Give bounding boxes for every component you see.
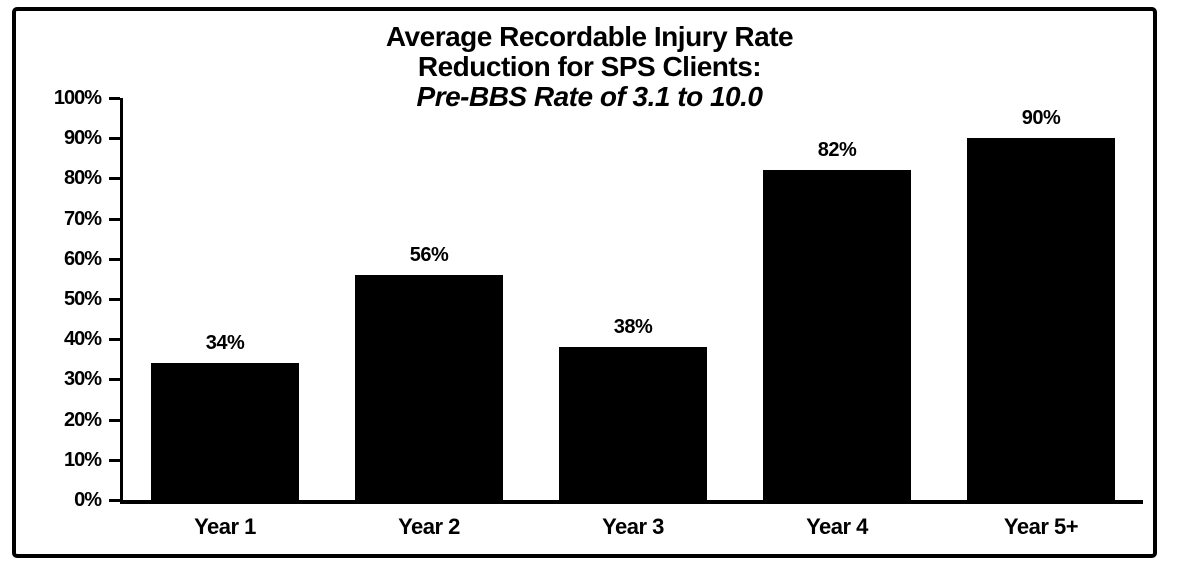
- y-axis-tick: [109, 298, 120, 301]
- x-axis-category-label: Year 2: [398, 514, 460, 539]
- bar: [151, 363, 299, 500]
- bar: [355, 274, 503, 500]
- bar-value-label: 34%: [205, 332, 245, 355]
- y-axis-tick-label: 0%: [74, 489, 102, 511]
- bar-value-label: 56%: [409, 243, 449, 266]
- y-axis-tick: [109, 378, 120, 382]
- bar-value-label: 90%: [1021, 107, 1061, 130]
- y-axis-tick-label: 50%: [63, 288, 102, 310]
- bar: [763, 170, 911, 500]
- y-axis-tick: [109, 458, 120, 462]
- plot-area: 0% 10% 20% 30% 40% 50% 60% 70% 80% 90% 100% 34% Year…: [54, 88, 1143, 538]
- chart-title: Average Recordable Injury Rate Reduction…: [0, 22, 1179, 112]
- y-axis-tick-label: 10%: [63, 448, 102, 471]
- y-axis-tick-label: 60%: [63, 247, 102, 270]
- y-axis-tick-label: 80%: [63, 167, 102, 190]
- y-axis-tick-label: 90%: [63, 127, 102, 150]
- y-axis-tick: [109, 177, 120, 181]
- x-axis-category-label: Year 4: [806, 514, 868, 539]
- y-axis-tick: [109, 97, 120, 100]
- y-axis-tick: [109, 137, 120, 141]
- x-axis-category-label: Year 1: [194, 514, 256, 539]
- y-axis-tick: [109, 257, 120, 261]
- x-axis-category-label: Year 5+: [1003, 514, 1079, 539]
- chart-title-line-2: Reduction for SPS Clients:: [417, 51, 762, 82]
- y-axis-tick: [109, 338, 120, 342]
- y-axis-tick-label: 30%: [63, 368, 102, 391]
- y-axis-tick-label: 40%: [63, 328, 102, 351]
- y-axis-tick: [109, 418, 120, 422]
- chart-title-line-1: Average Recordable Injury Rate: [385, 21, 794, 52]
- bar: [967, 138, 1115, 500]
- chart-title-line-3: Pre-BBS Rate of 3.1 to 10.0: [416, 81, 763, 112]
- x-axis-category-label: Year 3: [602, 514, 664, 539]
- bar: [559, 347, 707, 500]
- y-axis-tick: [109, 217, 120, 221]
- y-axis-tick-label: 70%: [63, 207, 102, 230]
- y-axis-tick-label: 20%: [63, 408, 102, 431]
- bar-value-label: 82%: [817, 139, 857, 162]
- bar-value-label: 38%: [613, 316, 653, 339]
- y-axis-tick: [109, 499, 120, 502]
- y-axis-tick-label: 100%: [53, 87, 102, 109]
